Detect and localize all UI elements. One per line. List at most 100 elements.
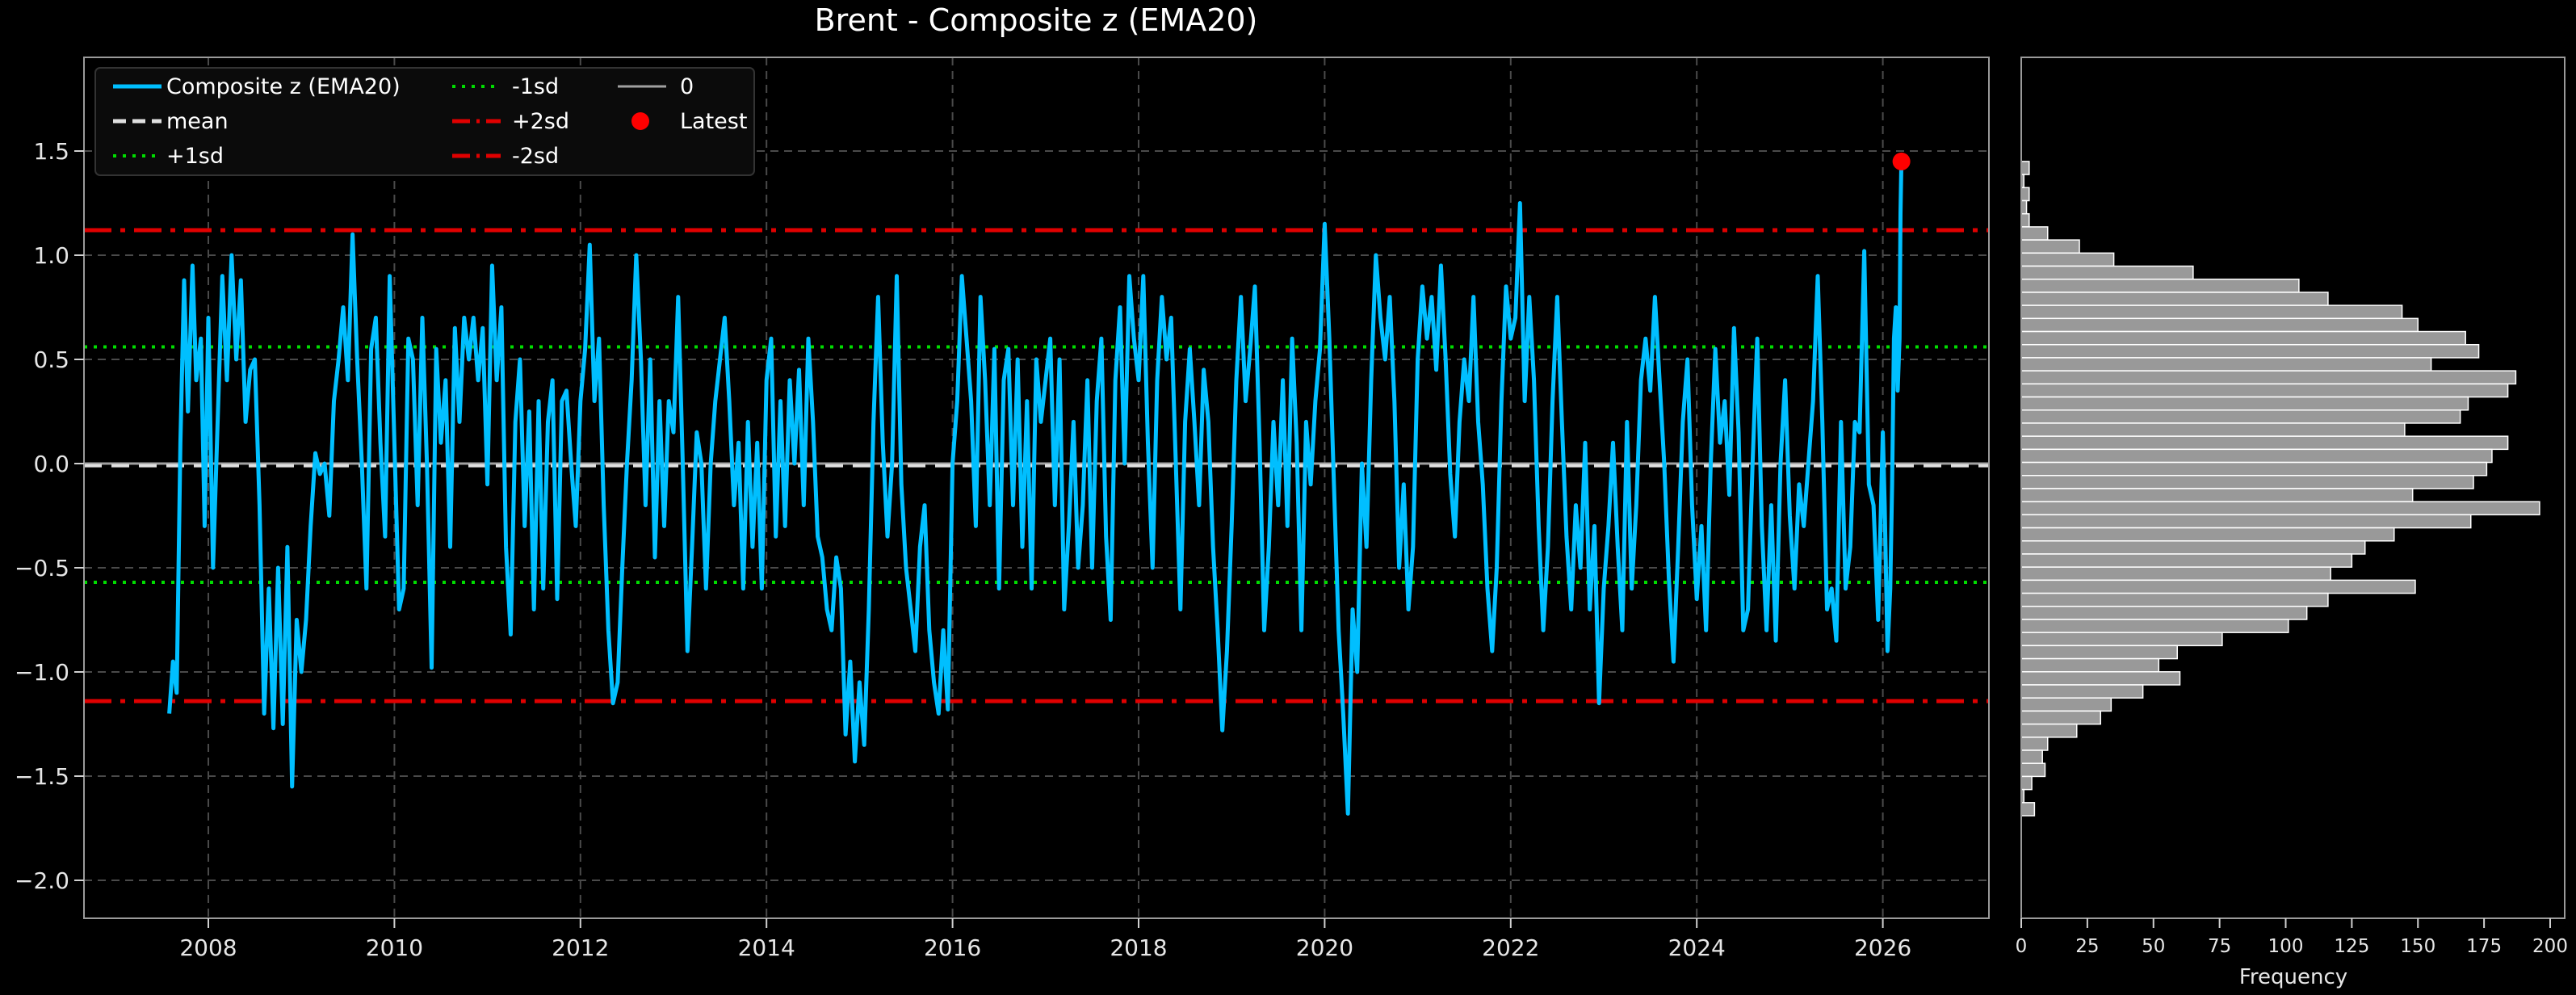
legend-item: -1sd — [452, 74, 559, 99]
histogram-bar — [2020, 278, 2300, 293]
hist-tick-label: 125 — [2334, 936, 2369, 957]
histogram-bar — [2020, 461, 2488, 477]
y-tick-label: 1.0 — [33, 242, 69, 269]
hist-tick-label: 75 — [2208, 936, 2231, 957]
histogram-bar — [2020, 749, 2043, 764]
histogram-bar — [2020, 592, 2329, 607]
histogram-bar — [2020, 579, 2416, 594]
y-tick-label: −0.5 — [15, 555, 69, 581]
x-tick-label: 2020 — [1296, 934, 1353, 961]
y-tick-label: 1.5 — [33, 138, 69, 165]
histogram-bar — [2020, 775, 2033, 791]
hist-tick-label: 200 — [2532, 936, 2568, 957]
legend-item: mean — [113, 109, 229, 134]
histogram-frame — [2020, 57, 2566, 919]
legend-item: Composite z (EMA20) — [113, 74, 401, 99]
y-tick-label: −1.5 — [15, 763, 69, 790]
histogram-bar — [2020, 553, 2353, 568]
histogram-xlabel: Frequency — [2239, 965, 2347, 989]
histogram-bar — [2020, 644, 2178, 660]
x-tick-label: 2012 — [552, 934, 609, 961]
histogram-bar — [2020, 370, 2517, 385]
x-tick-label: 2014 — [738, 934, 795, 961]
histogram-bar — [2020, 252, 2115, 267]
histogram-bar — [2020, 762, 2046, 778]
legend-item: +1sd — [113, 144, 224, 169]
main-plot-frame — [83, 57, 1990, 919]
histogram-bar — [2020, 657, 2160, 673]
histogram-bar — [2020, 292, 2329, 306]
grid-lines — [84, 57, 1989, 918]
histogram-bar — [2020, 737, 2049, 751]
legend-label: +2sd — [512, 109, 569, 134]
histogram-x-ticks: 0 25 50 75 100 125 150 175 200 — [2016, 918, 2568, 957]
histogram-bar — [2020, 422, 2406, 437]
histogram-bar — [2020, 396, 2469, 411]
histogram-bar — [2020, 514, 2472, 529]
legend-label: Latest — [680, 109, 747, 134]
x-tick-label: 2008 — [179, 934, 237, 961]
histogram-bar — [2020, 566, 2331, 581]
legend-item: Latest — [631, 109, 747, 134]
legend-item: -2sd — [452, 144, 559, 169]
hist-tick-label: 25 — [2075, 936, 2099, 957]
histogram-bar — [2020, 527, 2395, 542]
legend-label: -1sd — [512, 74, 559, 99]
x-tick-label: 2016 — [924, 934, 981, 961]
histogram-bar — [2020, 409, 2461, 424]
legend-items: Composite z (EMA20) mean +1sd -1sd +2sd -2sd 0… — [113, 74, 747, 169]
y-tick-label: −2.0 — [15, 867, 69, 894]
main-plot-area: −2.0 −1.5 −1.0 −0.5 0.0 0.5 1.0 1.5 2008 2010 201… — [15, 57, 1990, 961]
histogram-bar — [2020, 723, 2078, 738]
legend-box — [94, 67, 755, 176]
histogram-bar — [2020, 475, 2474, 489]
legend: Composite z (EMA20) mean +1sd -1sd +2sd -2sd 0… — [94, 67, 755, 176]
y-axis-ticks: −2.0 −1.5 −1.0 −0.5 0.0 0.5 1.0 1.5 — [15, 138, 84, 894]
y-tick-label: 0.5 — [33, 346, 69, 373]
histogram-bar — [2020, 187, 2030, 202]
x-tick-label: 2018 — [1110, 934, 1167, 961]
histogram-bar — [2020, 357, 2432, 372]
x-tick-label: 2022 — [1482, 934, 1539, 961]
hist-tick-label: 50 — [2142, 936, 2165, 957]
histogram-bar — [2020, 540, 2366, 555]
histogram-bar — [2020, 606, 2308, 620]
histogram-bar — [2020, 330, 2466, 346]
x-tick-label: 2010 — [366, 934, 423, 961]
hist-tick-label: 0 — [2016, 936, 2028, 957]
composite-z-line — [167, 161, 1904, 816]
chart-title: Brent - Composite z (EMA20) — [815, 2, 1258, 38]
histogram-bar — [2020, 226, 2049, 241]
histogram-bar — [2020, 671, 2181, 686]
latest-marker — [1892, 152, 1911, 170]
histogram-bar — [2020, 239, 2080, 254]
legend-item: +2sd — [452, 109, 569, 134]
histogram-bar — [2020, 212, 2030, 228]
histogram-bars — [2020, 161, 2540, 817]
y-tick-label: −1.0 — [15, 659, 69, 686]
histogram-bar — [2020, 684, 2144, 699]
hist-tick-label: 150 — [2400, 936, 2435, 957]
histogram-bar — [2020, 448, 2493, 464]
legend-marker-icon — [631, 112, 649, 130]
histogram-bar — [2020, 265, 2194, 280]
hist-tick-label: 100 — [2268, 936, 2304, 957]
legend-item: 0 — [618, 74, 694, 99]
histogram-bar — [2020, 488, 2414, 502]
histogram-bar — [2020, 317, 2419, 333]
histogram-bar — [2020, 435, 2509, 451]
histogram-bar — [2020, 383, 2509, 398]
legend-label: mean — [166, 109, 229, 134]
histogram-bar — [2020, 304, 2403, 320]
histogram-bar — [2020, 619, 2289, 633]
histogram-bar — [2020, 343, 2480, 359]
y-tick-label: 0.0 — [33, 451, 69, 477]
hist-tick-label: 175 — [2466, 936, 2502, 957]
legend-label: +1sd — [166, 144, 224, 169]
x-axis-ticks: 2008 2010 2012 2014 2016 2018 2020 2022 2024 2026 — [179, 918, 1911, 961]
histogram-bar — [2020, 710, 2101, 725]
x-tick-label: 2026 — [1854, 934, 1911, 961]
histogram-plot-area: 0 25 50 75 100 125 150 175 200 Frequency — [2016, 57, 2568, 989]
reference-lines — [84, 228, 1989, 703]
legend-label: -2sd — [512, 144, 559, 169]
